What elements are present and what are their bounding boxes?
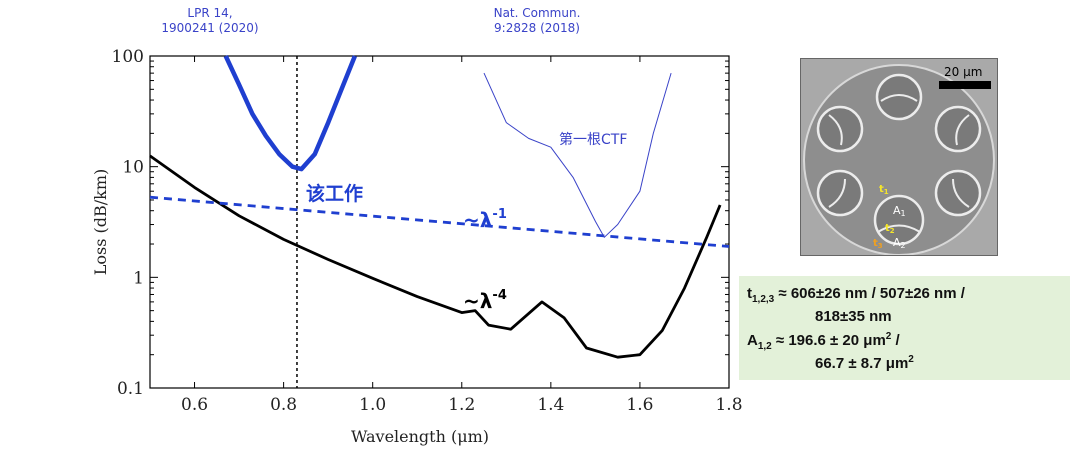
y-tick-label: 10 [122,158,144,178]
fiber-cross-section-drawing: 20 μm t1 A1 t2 t3 A2 [803,64,995,256]
lambda-minus1-exp: -1 [492,207,506,222]
first-ctf-label: 第一根CTF [559,131,627,148]
lambda-minus4-label: ~λ-4 [463,288,507,313]
reference-nat-line1: Nat. Commun. [493,6,581,20]
sem-label-a1: A1 [893,204,906,218]
formula-a-line2: 66.7 ± 8.7 μm2 [815,354,914,372]
formula-a-value2: 66.7 ± 8.7 μm [815,355,909,372]
formula-t-values1: ≈ 606±26 nm / 507±26 nm / [774,285,965,302]
this-work-label: 该工作 [306,182,363,205]
formula-t-symbol: t [747,285,752,302]
lambda-minus1-label: ~λ-1 [463,207,507,232]
axis-tick-labels: 0.6 0.8 1.0 1.2 1.4 1.6 1.8 0.1 1 10 100 [112,47,743,415]
x-tick-label: 0.8 [270,395,297,415]
sem-label-t3-base: t [873,238,878,249]
formula-a-line1: A1,2 ≈ 196.6 ± 20 μm2 / [747,331,900,352]
axis-ticks [150,55,730,389]
formula-a-tail1: / [891,332,900,349]
sem-label-t2: t2 [885,223,895,235]
sem-label-a2: A2 [893,236,906,250]
sem-label-t3-sub: 3 [878,242,883,250]
formula-a-sub: 1,2 [757,341,772,352]
series-layer [149,55,730,359]
sem-label-a2-sub: 2 [901,241,906,250]
series-lambda-4 [149,154,722,359]
formula-a-sup2: 2 [908,354,914,365]
series-nat-commun-2018 [483,72,672,238]
reference-lpr-line1: LPR 14, [187,6,233,20]
formula-a-value1: ≈ 196.6 ± 20 μm [771,332,886,349]
reference-lpr: LPR 14, 1900241 (2020) [145,6,275,36]
sem-label-t2-base: t [885,223,890,234]
formula-t-sub: 1,2,3 [752,294,775,305]
lambda-minus1-base: ~λ [463,208,493,232]
lambda-minus4-exp: -4 [492,288,506,303]
x-axis-title: Wavelength (μm) [351,427,489,446]
series-lpr-2020 [223,55,357,172]
sem-label-t1-base: t [879,184,884,195]
x-tick-label: 1.4 [537,395,564,415]
formula-t-line2: 818±35 nm [815,308,892,325]
dimensions-formula-box: t1,2,3 ≈ 606±26 nm / 507±26 nm / 818±35 … [739,276,1070,380]
series-lambda-1 [149,195,730,248]
x-tick-label: 1.8 [715,395,742,415]
y-tick-label: 100 [112,47,144,67]
lambda-minus4-base: ~λ [463,289,493,313]
reference-nat-line2: 9:2828 (2018) [494,21,580,35]
y-tick-label: 1 [133,268,144,288]
formula-t-line1: t1,2,3 ≈ 606±26 nm / 507±26 nm / [747,285,965,305]
sem-label-t1: t1 [879,184,889,196]
sem-label-a1-base: A [893,204,901,217]
x-tick-label: 0.6 [181,395,208,415]
sem-label-a1-sub: 1 [901,209,906,218]
scale-bar-label: 20 μm [944,65,982,79]
plot-frame [149,55,730,389]
formula-a-sup1: 2 [885,331,892,342]
sem-label-a2-base: A [893,236,901,249]
reference-lpr-line2: 1900241 (2020) [161,21,259,35]
reference-nat-commun: Nat. Commun. 9:2828 (2018) [472,6,602,36]
y-axis-title: Loss (dB/km) [91,169,110,276]
fiber-cross-section-image: 20 μm t1 A1 t2 t3 A2 [800,58,998,256]
x-tick-label: 1.0 [359,395,386,415]
y-tick-label: 0.1 [117,379,144,399]
sem-label-t1-sub: 1 [884,188,889,196]
formula-a-symbol: A [747,332,758,349]
sem-label-t2-sub: 2 [890,227,895,235]
x-tick-label: 1.2 [448,395,475,415]
sem-label-t3: t3 [873,238,883,250]
x-tick-label: 1.6 [626,395,653,415]
